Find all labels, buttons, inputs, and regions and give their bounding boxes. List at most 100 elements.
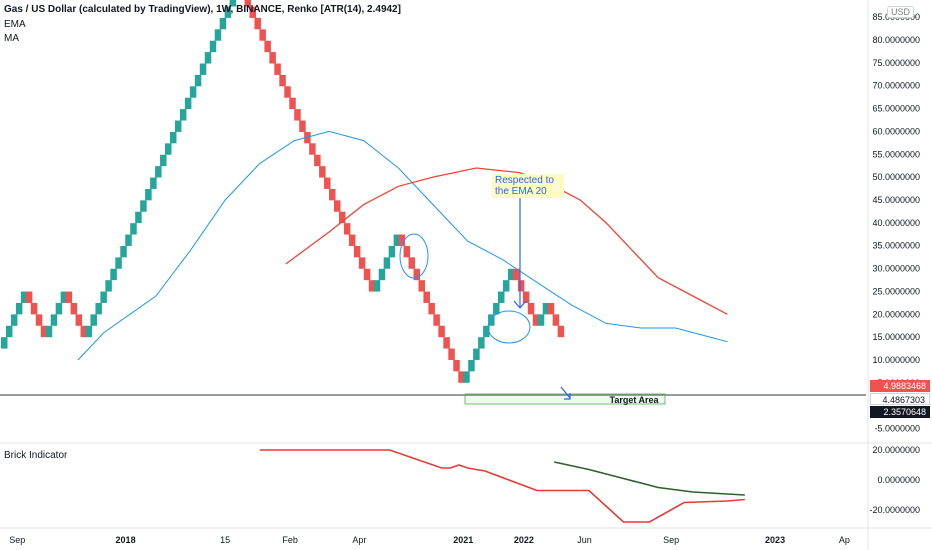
price-axis-label: 25.0000000 (872, 286, 920, 296)
renko-brick (135, 211, 142, 224)
renko-brick (155, 166, 162, 178)
renko-brick (294, 109, 301, 121)
price-axis-label: 50.0000000 (872, 172, 920, 182)
renko-brick (463, 371, 470, 383)
renko-brick (473, 348, 480, 360)
renko-brick (264, 40, 271, 53)
indicator-axis-label: -20.0000000 (869, 505, 920, 515)
target-arrow (560, 386, 571, 399)
renko-brick (160, 154, 167, 167)
renko-brick (30, 302, 38, 315)
renko-brick (448, 348, 455, 360)
renko-brick (274, 63, 281, 75)
renko-brick (5, 325, 13, 338)
target-arrowhead (564, 393, 571, 400)
renko-brick (249, 6, 256, 18)
indicator-axis-label: 0.0000000 (877, 475, 920, 485)
renko-brick (35, 314, 43, 326)
renko-brick (483, 325, 490, 338)
indicator-pane-label: Brick Indicator (4, 450, 68, 461)
renko-brick (75, 314, 83, 326)
price-axis-label: 15.0000000 (872, 332, 920, 342)
renko-brick (209, 40, 217, 53)
renko-brick (348, 234, 356, 246)
renko-brick (329, 188, 336, 201)
renko-brick (443, 337, 450, 349)
renko-brick (343, 223, 351, 235)
renko-brick (458, 371, 465, 383)
currency-badge[interactable]: USD (886, 6, 914, 18)
highlight-circle (487, 310, 531, 344)
renko-brick (110, 268, 117, 281)
renko-brick (498, 291, 505, 303)
renko-brick (299, 120, 306, 132)
price-axis-label: 55.0000000 (872, 149, 920, 159)
renko-brick (512, 268, 520, 281)
time-axis-label: 2023 (765, 535, 785, 545)
renko-brick (165, 143, 172, 155)
renko-brick (120, 245, 127, 258)
renko-brick (105, 280, 112, 292)
price-axis-label: 10.0000000 (872, 355, 920, 365)
renko-brick (279, 74, 286, 87)
renko-brick (254, 17, 261, 30)
annotation-note: Respected to the EMA 20 (492, 174, 564, 198)
renko-brick (383, 257, 391, 269)
time-axis-label: 2021 (453, 535, 473, 545)
renko-brick (413, 268, 421, 281)
renko-brick (502, 280, 510, 292)
renko-brick (398, 234, 406, 246)
time-axis-label: Jun (577, 535, 592, 545)
renko-brick (493, 302, 500, 315)
renko-brick (552, 314, 560, 326)
target-area-label: Target Area (609, 395, 659, 405)
highlight-circle (399, 233, 429, 279)
crosshair-price-tag: 2.3570648 (870, 406, 930, 418)
renko-brick (403, 245, 411, 258)
renko-brick (60, 291, 68, 303)
last-price-tag: 4.9883468 (870, 380, 930, 392)
renko-brick (115, 257, 122, 269)
renko-brick (537, 314, 545, 326)
renko-brick (309, 143, 316, 155)
renko-brick (130, 223, 137, 235)
renko-brick (353, 245, 361, 258)
renko-brick (527, 302, 535, 315)
renko-brick (204, 52, 212, 64)
renko-brick (229, 0, 237, 7)
ema-label[interactable]: EMA (4, 19, 26, 30)
renko-brick (199, 63, 207, 75)
price-axis-label: 35.0000000 (872, 241, 920, 251)
renko-brick (438, 325, 445, 338)
renko-brick (189, 86, 197, 98)
renko-brick (244, 0, 252, 7)
renko-brick (284, 86, 291, 98)
renko-brick (269, 52, 276, 64)
renko-brick (95, 302, 102, 315)
renko-brick (557, 325, 565, 338)
ma-label[interactable]: MA (4, 33, 19, 44)
renko-brick (522, 291, 530, 303)
time-axis-label: 15 (220, 535, 230, 545)
renko-brick (20, 291, 28, 303)
renko-brick (453, 359, 460, 372)
renko-brick (140, 200, 147, 212)
indicator-axis-label: 20.0000000 (872, 445, 920, 455)
price-axis-label: 65.0000000 (872, 104, 920, 114)
renko-brick (150, 177, 157, 189)
renko-brick (179, 109, 187, 121)
renko-brick (194, 74, 202, 87)
price-axis-label: 20.0000000 (872, 309, 920, 319)
renko-brick (547, 302, 555, 315)
renko-brick (418, 280, 425, 292)
renko-brick (55, 302, 63, 315)
price-axis-label: 30.0000000 (872, 264, 920, 274)
renko-brick (507, 268, 515, 281)
time-axis-label: Ap (839, 535, 850, 545)
renko-brick (393, 234, 401, 246)
renko-brick (100, 291, 107, 303)
renko-brick (169, 131, 177, 144)
time-axis-label: Feb (282, 535, 298, 545)
